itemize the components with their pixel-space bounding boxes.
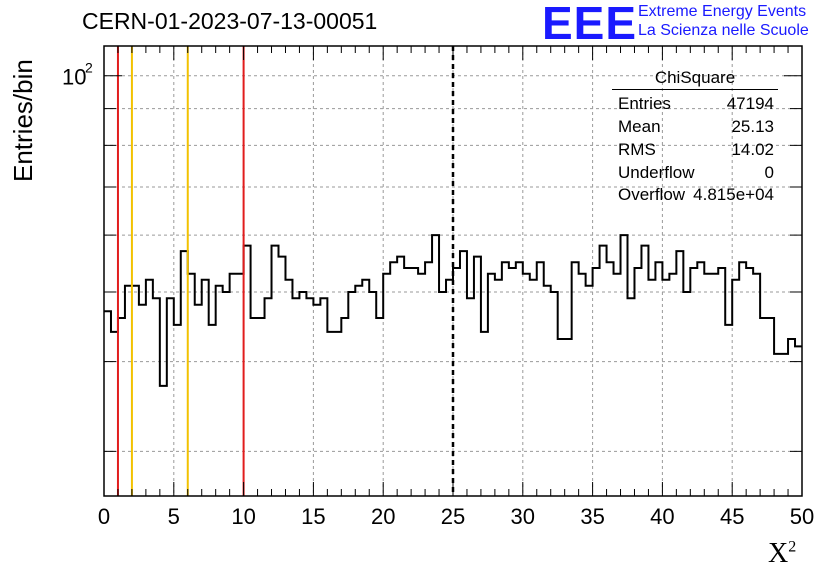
eee-logo: EEE Extreme Energy Events La Scienza nel… bbox=[542, 0, 832, 49]
stats-divider bbox=[612, 89, 778, 90]
x-tick-label: 35 bbox=[580, 504, 604, 529]
stats-title: ChiSquare bbox=[654, 68, 736, 87]
stats-row-rms: RMS 14.02 bbox=[618, 140, 774, 162]
stats-row-entries: Entries 47194 bbox=[618, 94, 774, 116]
y-tick-label: 10 bbox=[62, 65, 86, 90]
x-axis-label-base: X bbox=[768, 538, 789, 569]
x-tick-label: 15 bbox=[301, 504, 325, 529]
stats-value: 47194 bbox=[726, 94, 774, 113]
histogram-series bbox=[104, 234, 802, 387]
stats-row-underflow: Underflow 0 bbox=[618, 163, 774, 185]
stats-box: ChiSquare Entries 47194 Mean 25.13 RMS 1… bbox=[612, 64, 778, 204]
logo-line-1: Extreme Energy Events bbox=[638, 3, 807, 20]
x-tick-label: 30 bbox=[511, 504, 535, 529]
stats-key: Overflow bbox=[618, 185, 686, 204]
stats-key: Mean bbox=[618, 117, 661, 136]
x-tick-label: 0 bbox=[98, 504, 110, 529]
chart-title: CERN-01-2023-07-13-00051 bbox=[82, 8, 378, 34]
stats-row-overflow: Overflow 4.815e+04 bbox=[618, 185, 774, 207]
x-axis-label: X2 bbox=[768, 538, 796, 570]
stats-value: 4.815e+04 bbox=[693, 185, 774, 204]
logo-letters: EEE bbox=[542, 0, 638, 49]
x-tick-label: 20 bbox=[371, 504, 395, 529]
stats-value: 14.02 bbox=[731, 140, 774, 159]
logo-line-2: La Scienza nelle Scuole bbox=[638, 22, 809, 39]
stats-key: RMS bbox=[618, 140, 656, 159]
x-tick-label: 40 bbox=[650, 504, 674, 529]
x-tick-label: 5 bbox=[168, 504, 180, 529]
x-axis-label-sup: 2 bbox=[788, 538, 797, 556]
stats-row-mean: Mean 25.13 bbox=[618, 117, 774, 139]
x-tick-label: 45 bbox=[720, 504, 744, 529]
x-tick-label: 10 bbox=[231, 504, 255, 529]
x-tick-label: 25 bbox=[441, 504, 465, 529]
stats-value: 25.13 bbox=[731, 117, 774, 136]
x-tick-label: 50 bbox=[790, 504, 814, 529]
stats-value: 0 bbox=[764, 163, 774, 182]
stats-key: Underflow bbox=[618, 163, 695, 182]
stats-key: Entries bbox=[618, 94, 671, 113]
y-axis-label: Entries/bin bbox=[8, 59, 38, 182]
y-tick-label-exponent: 2 bbox=[85, 60, 93, 76]
